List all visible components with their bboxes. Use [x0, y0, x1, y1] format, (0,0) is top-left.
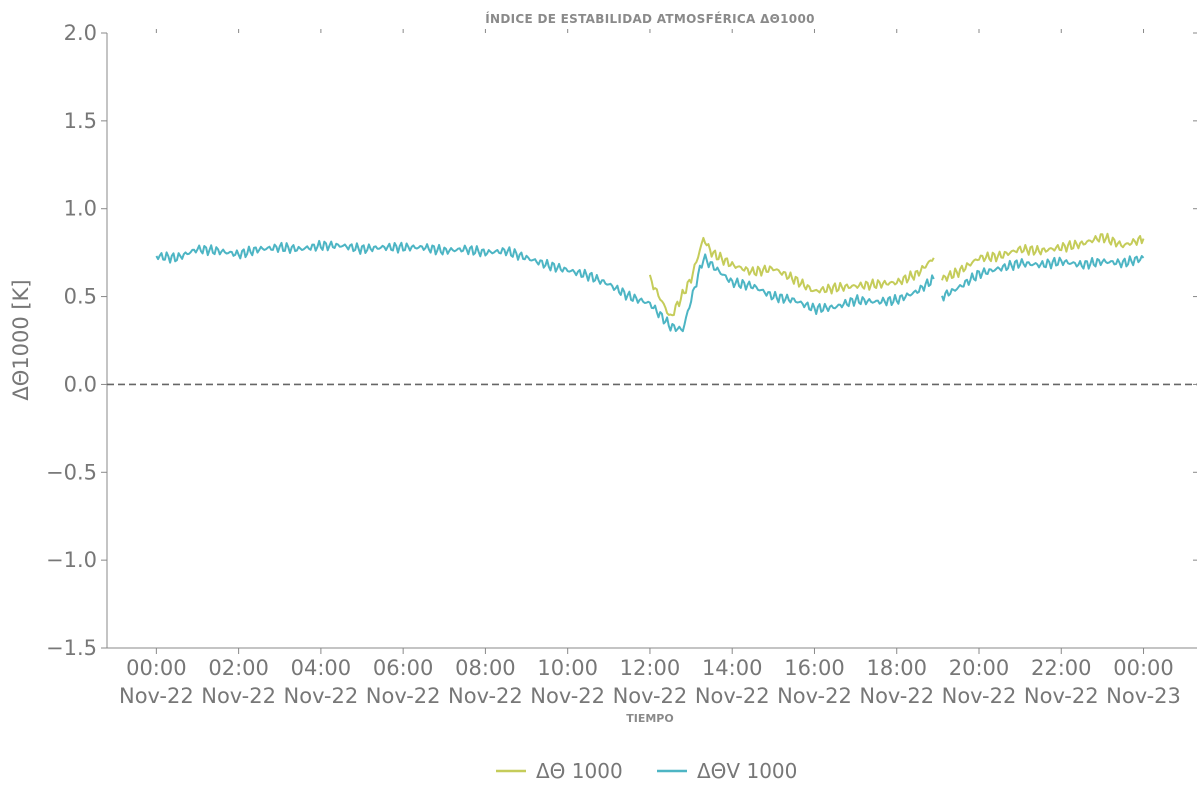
- x-tick-label-time: 18:00: [866, 656, 927, 680]
- x-axis-label: TIEMPO: [626, 712, 673, 725]
- axes: [106, 33, 1197, 649]
- x-tick-label-date: Nov-22: [530, 684, 605, 708]
- x-tick-label-time: 02:00: [208, 656, 269, 680]
- y-tick-label: 0.5: [64, 285, 97, 309]
- chart-title: ÍNDICE DE ESTABILIDAD ATMOSFÉRICA ΔΘ1000: [485, 11, 815, 26]
- x-tick-label-date: Nov-22: [695, 684, 770, 708]
- x-tick-label-time: 16:00: [784, 656, 845, 680]
- x-ticks: 00:00 Nov-22 02:00 Nov-22 04:00 Nov-22 06:00 No…: [119, 29, 1181, 708]
- x-tick-label-time: 08:00: [455, 656, 516, 680]
- legend-label: ΔΘV 1000: [697, 759, 797, 783]
- x-tick-label-date: Nov-22: [859, 684, 934, 708]
- x-tick-label-date: Nov-22: [942, 684, 1017, 708]
- x-tick-label-time: 22:00: [1031, 656, 1092, 680]
- x-tick-label-date: Nov-22: [201, 684, 276, 708]
- x-tick-label-date: Nov-22: [777, 684, 852, 708]
- y-tick-label: −0.5: [46, 460, 97, 484]
- y-tick-label: 2.0: [64, 21, 97, 45]
- y-ticks: 2.0 1.5 1.0 0.5 0.0 −0.5 −1.0 −1.5: [46, 21, 1197, 660]
- legend: ΔΘ 1000 ΔΘV 1000: [496, 759, 797, 783]
- x-tick-label-time: 12:00: [620, 656, 681, 680]
- x-tick-label-time: 04:00: [291, 656, 352, 680]
- x-tick-label-date: Nov-23: [1106, 684, 1181, 708]
- y-tick-label: 1.0: [64, 197, 97, 221]
- x-tick-label-date: Nov-22: [448, 684, 523, 708]
- y-tick-label: −1.5: [46, 636, 97, 660]
- x-tick-label-date: Nov-22: [284, 684, 359, 708]
- x-tick-label-date: Nov-22: [613, 684, 688, 708]
- x-tick-label-time: 00:00: [126, 656, 187, 680]
- y-tick-label: 0.0: [64, 372, 97, 396]
- legend-label: ΔΘ 1000: [536, 759, 623, 783]
- series-lines: [155, 232, 1145, 333]
- y-axis-label: ΔΘ1000 [K]: [9, 279, 33, 400]
- x-tick-label-time: 14:00: [702, 656, 763, 680]
- x-tick-label-date: Nov-22: [366, 684, 441, 708]
- x-tick-label-time: 06:00: [373, 656, 434, 680]
- series-line: [155, 239, 1145, 333]
- x-tick-label-date: Nov-22: [1024, 684, 1099, 708]
- x-tick-label-time: 00:00: [1113, 656, 1174, 680]
- y-tick-label: −1.0: [46, 548, 97, 572]
- y-tick-label: 1.5: [64, 109, 97, 133]
- x-tick-label-time: 20:00: [949, 656, 1010, 680]
- x-tick-label-time: 10:00: [537, 656, 598, 680]
- x-tick-label-date: Nov-22: [119, 684, 194, 708]
- series-line: [648, 232, 1145, 317]
